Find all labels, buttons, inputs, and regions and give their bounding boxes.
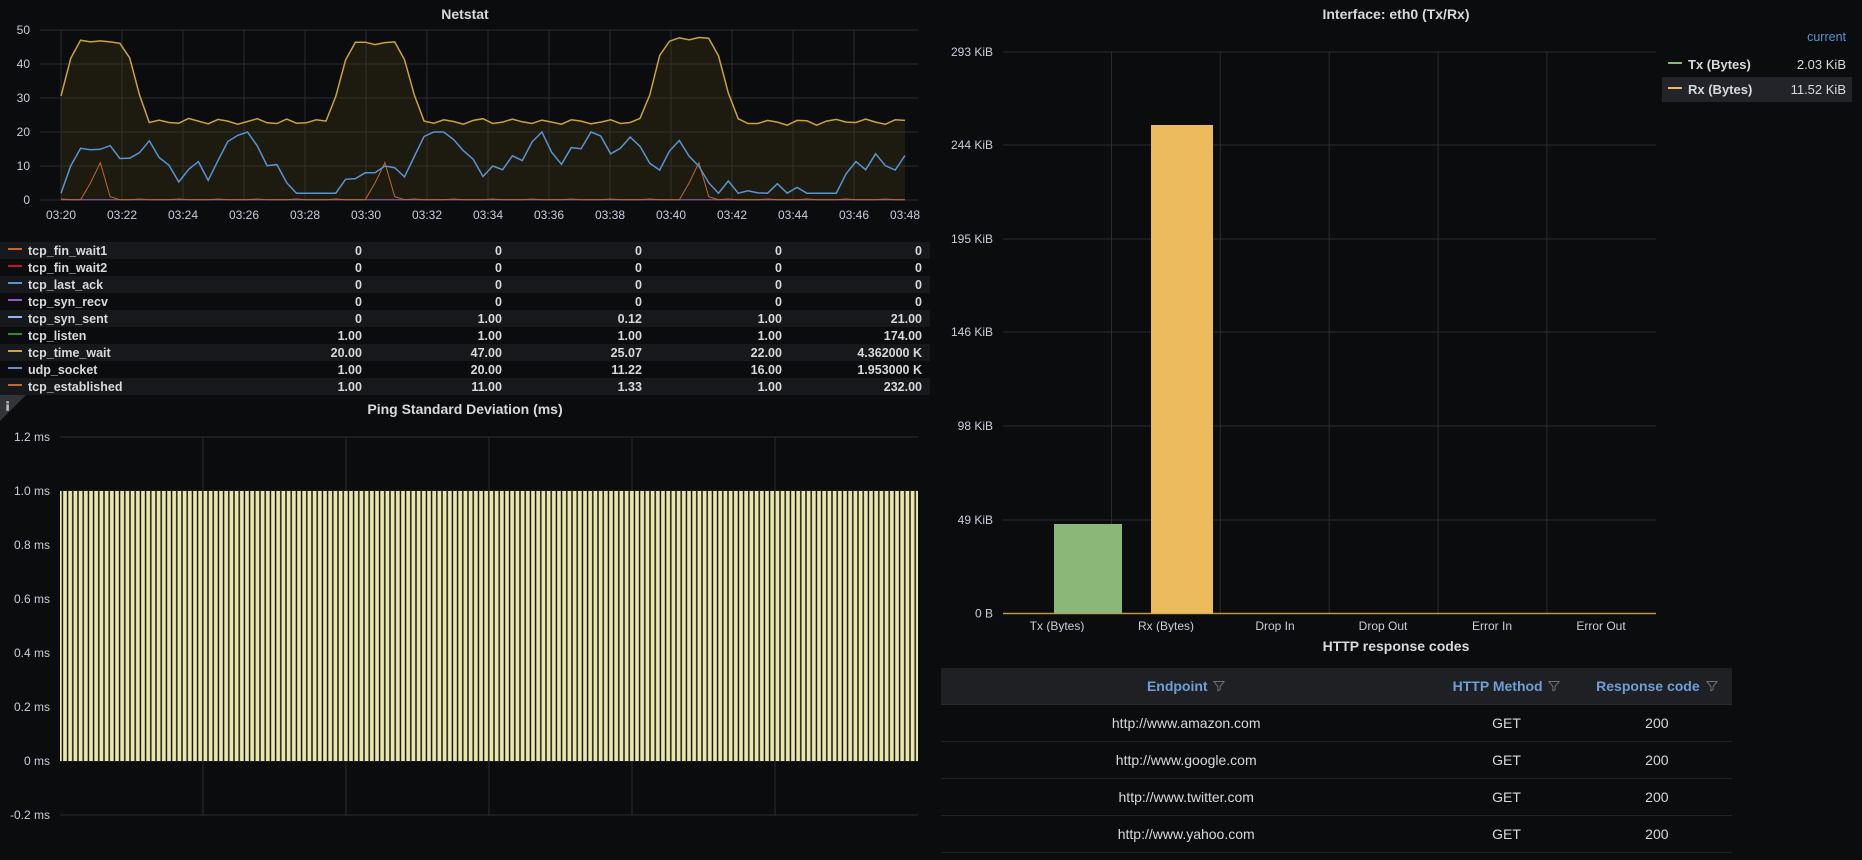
svg-text:03:32: 03:32 — [412, 208, 442, 222]
svg-text:0: 0 — [23, 193, 30, 207]
svg-text:0.2 ms: 0.2 ms — [14, 700, 50, 714]
svg-text:20: 20 — [17, 125, 31, 139]
svg-text:03:42: 03:42 — [717, 208, 747, 222]
svg-text:03:26: 03:26 — [229, 208, 259, 222]
svg-text:10: 10 — [17, 159, 31, 173]
svg-text:1.2 ms: 1.2 ms — [14, 430, 50, 444]
svg-text:49 KiB: 49 KiB — [958, 513, 993, 527]
svg-text:03:40: 03:40 — [656, 208, 686, 222]
svg-text:03:46: 03:46 — [839, 208, 869, 222]
svg-text:293 KiB: 293 KiB — [951, 45, 993, 59]
svg-text:40: 40 — [17, 57, 31, 71]
svg-text:Drop Out: Drop Out — [1359, 619, 1408, 632]
svg-text:03:34: 03:34 — [473, 208, 503, 222]
svg-text:Drop In: Drop In — [1255, 619, 1294, 632]
svg-text:0.4 ms: 0.4 ms — [14, 646, 50, 660]
svg-text:03:30: 03:30 — [351, 208, 381, 222]
svg-text:0.6 ms: 0.6 ms — [14, 592, 50, 606]
svg-text:Rx (Bytes): Rx (Bytes) — [1138, 619, 1194, 632]
svg-text:-0.2 ms: -0.2 ms — [10, 808, 50, 822]
svg-text:03:24: 03:24 — [168, 208, 198, 222]
svg-text:03:36: 03:36 — [534, 208, 564, 222]
svg-text:Error Out: Error Out — [1576, 619, 1626, 632]
svg-text:03:28: 03:28 — [290, 208, 320, 222]
svg-text:03:20: 03:20 — [46, 208, 76, 222]
svg-text:Tx (Bytes): Tx (Bytes) — [1030, 619, 1085, 632]
svg-text:03:22: 03:22 — [107, 208, 137, 222]
svg-text:03:44: 03:44 — [778, 208, 808, 222]
svg-text:0 ms: 0 ms — [24, 754, 50, 768]
svg-text:0.8 ms: 0.8 ms — [14, 538, 50, 552]
svg-text:Error In: Error In — [1472, 619, 1512, 632]
svg-text:195 KiB: 195 KiB — [951, 232, 993, 246]
svg-text:146 KiB: 146 KiB — [951, 325, 993, 339]
svg-text:0 B: 0 B — [975, 607, 993, 621]
svg-text:1.0 ms: 1.0 ms — [14, 484, 50, 498]
svg-text:98 KiB: 98 KiB — [958, 419, 993, 433]
svg-text:03:48: 03:48 — [890, 208, 920, 222]
svg-text:30: 30 — [17, 91, 31, 105]
svg-text:50: 50 — [17, 23, 31, 37]
svg-text:244 KiB: 244 KiB — [951, 138, 993, 152]
svg-text:03:38: 03:38 — [595, 208, 625, 222]
